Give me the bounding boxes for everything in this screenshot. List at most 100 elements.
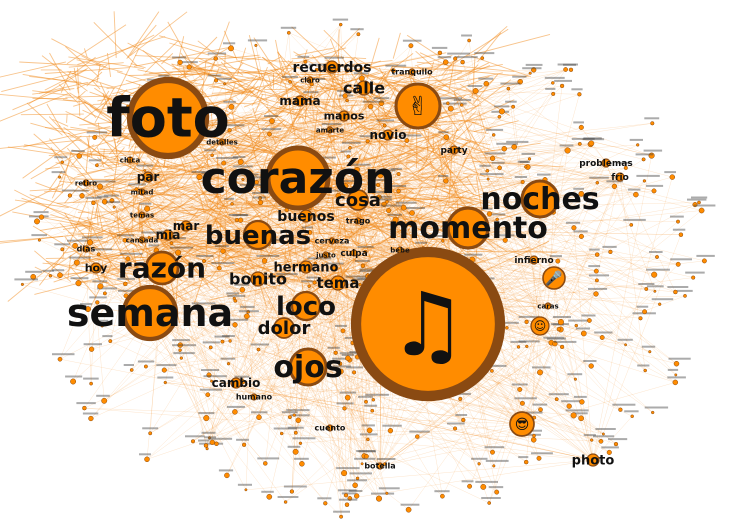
edge (118, 190, 124, 206)
minor-node-label (185, 435, 205, 438)
minor-node-label (415, 241, 428, 244)
minor-node (651, 188, 657, 194)
edge (159, 35, 236, 59)
word-label-humano: humano (236, 393, 273, 402)
edge (104, 240, 333, 401)
minor-node (307, 230, 313, 235)
minor-node (122, 237, 128, 243)
minor-node-label (248, 176, 266, 179)
minor-node (368, 104, 374, 110)
minor-node (477, 462, 481, 466)
edge (473, 25, 508, 56)
edge (357, 83, 487, 201)
edge (209, 266, 307, 438)
edge (350, 214, 373, 218)
edge (299, 100, 558, 262)
edge (478, 111, 487, 134)
node-mia (162, 229, 174, 241)
edge (443, 28, 509, 70)
minor-node (101, 198, 108, 205)
minor-node (144, 456, 150, 463)
edge (329, 427, 387, 494)
minor-node (530, 437, 537, 443)
minor-node (498, 108, 505, 115)
minor-node-label (532, 403, 548, 406)
minor-node (206, 372, 212, 378)
minor-node (85, 306, 91, 313)
minor-node-label (170, 246, 193, 249)
minor-node (228, 103, 235, 110)
minor-node (214, 78, 219, 83)
edge (453, 149, 626, 345)
minor-node (216, 265, 222, 271)
edge (270, 131, 354, 148)
edge (283, 284, 361, 329)
edge (146, 208, 307, 307)
edge (331, 66, 365, 457)
edge (447, 103, 535, 261)
edge (86, 71, 103, 87)
edge (281, 433, 594, 461)
minor-node-label (128, 183, 146, 186)
minor-node-label (156, 364, 177, 367)
edge (141, 202, 700, 216)
edge (329, 427, 602, 442)
minor-node (618, 407, 623, 412)
minor-node (230, 202, 234, 206)
word-label-recuerdos: recuerdos (292, 60, 371, 76)
minor-node-label (224, 197, 235, 200)
minor-node (623, 165, 628, 170)
edge (258, 182, 269, 204)
microphone-icon: 🎤 (545, 269, 563, 287)
edge (32, 225, 96, 263)
edge (375, 168, 408, 174)
edge (82, 109, 117, 126)
edge (240, 74, 258, 96)
edge (467, 93, 554, 229)
edge (471, 55, 531, 78)
minor-node (658, 302, 662, 306)
edge (155, 157, 170, 189)
minor-node (57, 356, 63, 362)
edge (76, 262, 331, 429)
minor-node (472, 88, 479, 94)
edge (149, 69, 226, 74)
minor-node (341, 470, 348, 477)
edge (329, 295, 686, 429)
minor-node-label (646, 268, 670, 271)
minor-node (641, 157, 646, 162)
edge (239, 128, 298, 168)
minor-node-label (409, 430, 430, 433)
minor-node (674, 373, 678, 377)
edge (371, 68, 431, 81)
minor-node-label (593, 435, 615, 438)
node-buenas (242, 219, 274, 251)
word-label-hoy: hoy (85, 262, 108, 275)
edge (59, 248, 87, 276)
edge (341, 224, 397, 231)
edge (453, 149, 702, 211)
minor-node (578, 233, 584, 239)
edge (465, 88, 479, 98)
edge (462, 249, 486, 263)
minor-node (30, 273, 37, 280)
minor-node-label (222, 335, 235, 337)
edge (299, 100, 655, 275)
edge (309, 121, 375, 145)
edge (329, 427, 490, 504)
edge (235, 382, 493, 453)
minor-node-label (453, 99, 471, 101)
minor-node (673, 289, 678, 295)
minor-node (636, 143, 640, 147)
edge (389, 87, 397, 100)
minor-node-label (356, 450, 376, 452)
edge (125, 192, 142, 200)
edge (280, 216, 310, 234)
edge (111, 159, 118, 197)
edge (337, 223, 344, 238)
edge (93, 21, 138, 66)
edge (155, 191, 199, 219)
minor-node (196, 173, 203, 181)
minor-node-label (199, 388, 222, 391)
minor-node-label (172, 344, 196, 347)
